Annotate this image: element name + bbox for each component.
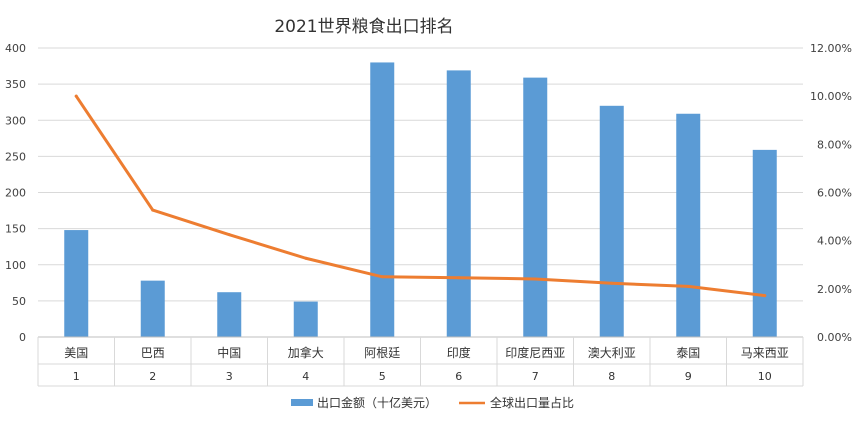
x-index-label: 6 [455,370,462,383]
y-left-tick-label: 400 [5,42,26,55]
x-index-label: 7 [532,370,539,383]
line-point [380,275,384,279]
bar [64,230,89,337]
line-point [151,208,155,212]
bar [370,62,395,337]
axes: 0 50 100 150 200 250 300 350 400 0.00% 2.00% 4.00% 6… [5,42,852,387]
bar [217,292,242,337]
y-left-tick-label: 150 [5,223,26,236]
bar [446,70,471,338]
y-left-tick-label: 300 [5,114,26,127]
line-series-path [74,94,767,298]
legend-line-label: 全球出口量占比 [490,395,574,410]
line-series [74,94,767,298]
line-point [74,94,78,98]
x-category-label: 马来西亚 [741,346,789,360]
x-category-label: 泰国 [676,346,700,360]
bar [676,113,701,337]
x-category-label: 印度 [447,345,471,360]
y-left-tick-label: 200 [5,187,26,200]
x-index-label: 9 [685,370,692,383]
gridlines [38,47,803,302]
y-right-tick-label: 10.00% [810,90,852,103]
x-index-label: 1 [73,370,80,383]
bar [599,105,624,337]
x-category-label: 美国 [64,346,88,360]
line-point [533,277,537,281]
x-category-label: 澳大利亚 [588,346,636,360]
x-index-label: 8 [608,370,615,383]
chart-title: 2021世界粮食出口排名 [274,17,453,37]
y-right-tick-label: 4.00% [817,235,852,248]
y-left-tick-label: 250 [5,150,26,163]
y-right-tick-label: 12.00% [810,42,852,55]
y-left-tick-label: 50 [12,295,26,308]
x-index-label: 4 [302,370,309,383]
line-point [304,256,308,260]
y-left-tick-label: 350 [5,78,26,91]
y-right-tick-label: 6.00% [817,187,852,200]
y-left-tick-label: 0 [19,331,26,344]
legend: 出口金额（十亿美元） 全球出口量占比 [291,395,574,410]
bar [523,77,548,337]
y-right-tick-label: 2.00% [817,283,852,296]
x-index-label: 3 [226,370,233,383]
x-index-label: 5 [379,370,386,383]
legend-bar-swatch [291,399,313,406]
x-category-label: 印度尼西亚 [505,345,565,360]
line-point [457,276,461,280]
x-category-label: 巴西 [141,346,165,360]
y-left-tick-label: 100 [5,259,26,272]
y-right-tick-label: 0.00% [817,331,852,344]
x-category-label: 阿根廷 [364,346,400,360]
legend-bar-label: 出口金额（十亿美元） [317,395,437,410]
x-index-label: 10 [758,370,772,383]
bar-series [64,62,777,338]
bar [140,280,165,337]
line-point [227,233,231,237]
bar [293,301,318,337]
line-point [686,284,690,288]
line-point [763,294,767,298]
y-right-tick-label: 8.00% [817,138,852,151]
x-index-label: 2 [149,370,156,383]
line-point [610,281,614,285]
bar [752,149,777,337]
x-category-label: 中国 [217,345,241,360]
x-category-label: 加拿大 [288,345,324,360]
